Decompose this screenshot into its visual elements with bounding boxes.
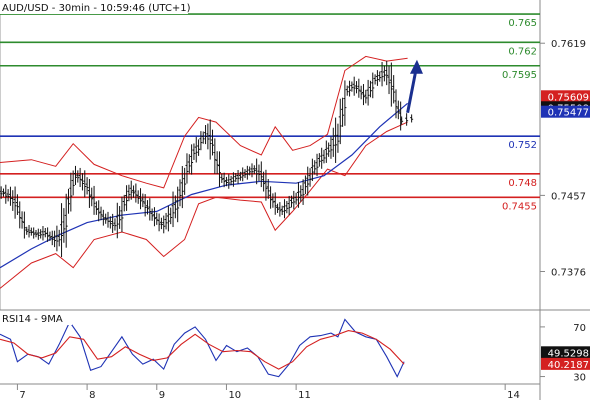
level-label-1: 0.762 — [508, 46, 537, 57]
rsi-value-tag-1: 40.2187 — [548, 360, 589, 371]
price-tag-bg-2 — [541, 105, 590, 118]
time-tick-label-2: 9 — [159, 390, 165, 400]
level-label-bg-4 — [502, 175, 538, 188]
bollinger-lower-line — [0, 121, 408, 289]
level-label-bg-5 — [502, 199, 538, 212]
rsi-tag-bg-1 — [541, 357, 590, 370]
time-tick-label-4: 11 — [298, 390, 311, 400]
rsi-tag-bg-0 — [541, 346, 590, 359]
bollinger-upper-line — [0, 55, 408, 189]
level-label-bg-3 — [502, 138, 538, 151]
rsi-title-bg — [0, 312, 72, 325]
chart-title: AUD/USD - 30min - 10:59:46 (UTC+1) — [2, 3, 191, 14]
price-tick-label-0: 0.7619 — [551, 39, 586, 50]
price-tag-bg-0 — [541, 90, 590, 103]
level-label-bg-2 — [502, 67, 538, 80]
price-tag-2: 0.75477 — [548, 108, 589, 119]
price-tick-label-2: 0.7376 — [551, 267, 586, 278]
rsi-series-line-0 — [0, 318, 405, 378]
time-tick-label-0: 7 — [19, 390, 25, 400]
time-tick-label-5: 14 — [507, 390, 520, 400]
rsi-series-line-1 — [0, 330, 405, 370]
level-label-2: 0.7595 — [502, 70, 537, 81]
forecast-arrow-head — [409, 59, 423, 74]
rsi-value-tag-0: 49.5298 — [548, 348, 589, 359]
time-tick-label-1: 8 — [89, 390, 95, 400]
time-tick-label-3: 10 — [228, 390, 241, 400]
level-label-4: 0.748 — [508, 178, 537, 189]
level-label-5: 0.7455 — [502, 201, 537, 212]
rsi-tick-label-1: 30 — [573, 373, 586, 384]
level-label-3: 0.752 — [508, 140, 537, 151]
rsi-tick-label-0: 70 — [573, 323, 586, 334]
forecast-arrow-shaft — [406, 69, 418, 114]
price-tick-label-1: 0.7457 — [551, 191, 586, 202]
rsi-title: RSI14 - 9MA — [2, 314, 63, 325]
level-label-bg-0 — [502, 16, 538, 29]
level-label-0: 0.765 — [508, 18, 537, 29]
level-label-bg-1 — [502, 44, 538, 57]
price-tag-0: 0.75609 — [548, 92, 589, 103]
title-bg — [0, 0, 188, 14]
